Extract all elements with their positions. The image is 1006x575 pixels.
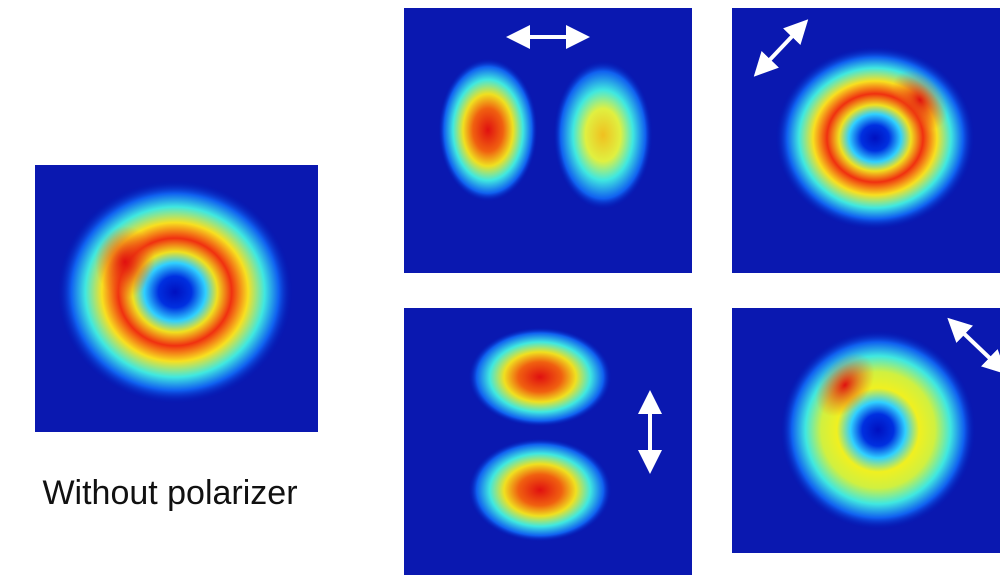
beam-panel bbox=[404, 308, 692, 575]
beam-panel bbox=[404, 8, 692, 273]
beam-panel bbox=[35, 165, 318, 432]
figure: Without polarizer bbox=[0, 0, 1006, 575]
beam-panel bbox=[732, 8, 1000, 273]
beam-panel bbox=[732, 308, 1000, 553]
page: Without polarizer (() => { const data = … bbox=[0, 0, 1006, 575]
caption: Without polarizer bbox=[42, 474, 297, 512]
